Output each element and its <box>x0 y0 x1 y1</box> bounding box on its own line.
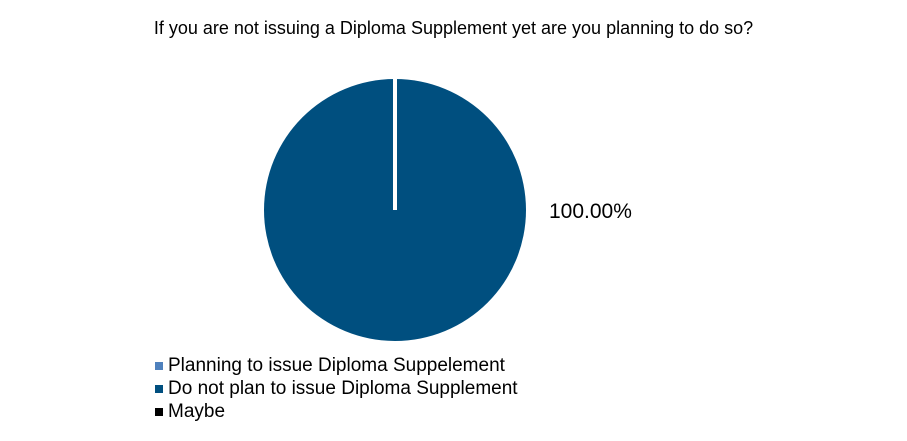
legend-item-do-not-plan-to-issue-diploma-supplement: Do not plan to issue Diploma Supplement <box>155 377 518 400</box>
legend-item-planning-to-issue-diploma-suppelement: Planning to issue Diploma Suppelement <box>155 354 518 377</box>
legend-label: Do not plan to issue Diploma Supplement <box>168 378 518 399</box>
legend-swatch <box>155 361 163 370</box>
pie-data-labels: 100.00% <box>549 200 632 223</box>
legend-label: Maybe <box>168 401 226 422</box>
pie-slices <box>264 79 526 341</box>
legend-label: Planning to issue Diploma Suppelement <box>168 355 505 376</box>
legend-swatch <box>155 407 163 416</box>
chart-legend: Planning to issue Diploma Suppelement Do … <box>155 354 518 423</box>
data-label-do-not-plan-to-issue-diploma-supplement: 100.00% <box>549 200 632 223</box>
chart-title: If you are not issuing a Diploma Supplem… <box>153 18 754 38</box>
legend-swatch <box>155 384 163 393</box>
legend-item-maybe: Maybe <box>155 400 518 423</box>
